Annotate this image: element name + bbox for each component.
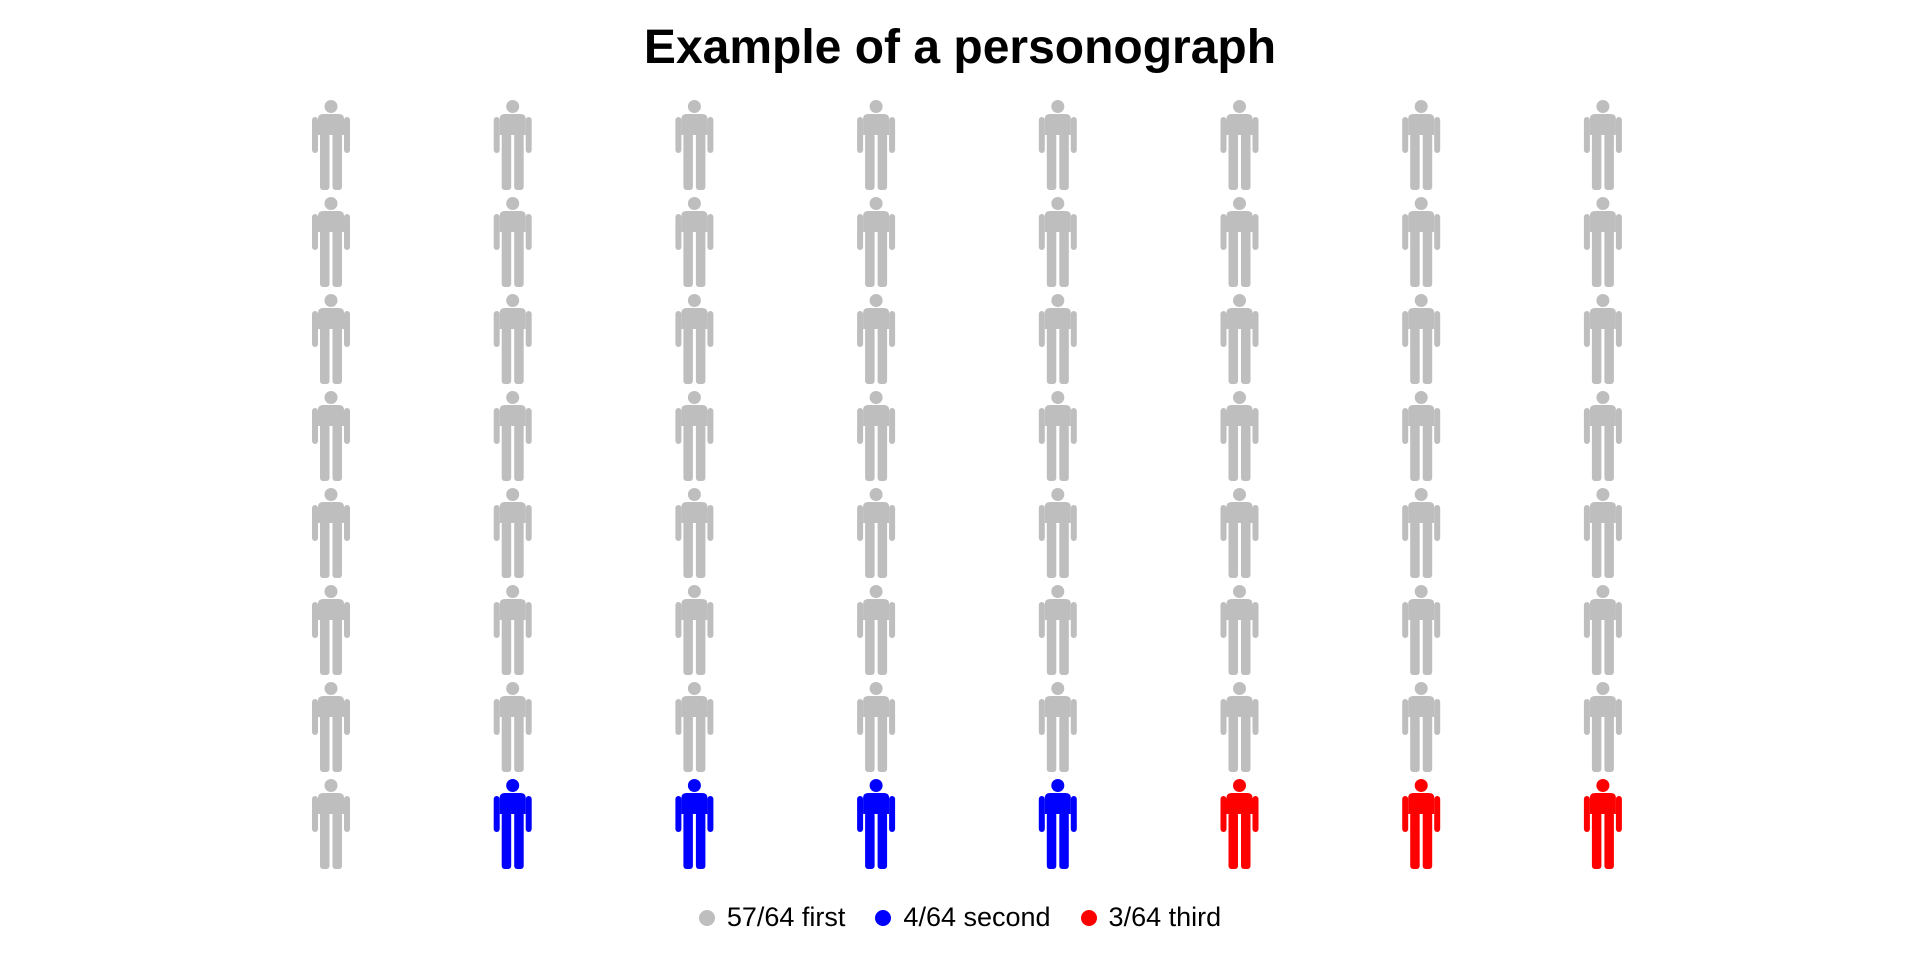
person-icon <box>1220 100 1259 190</box>
legend-label-third: 3/64 third <box>1108 902 1222 932</box>
person-icon <box>312 294 350 384</box>
person-icon <box>1402 779 1441 869</box>
person-icon <box>1402 100 1441 190</box>
legend-marker-first <box>698 909 715 926</box>
person-icon <box>1583 779 1622 869</box>
person-icon <box>1402 585 1441 675</box>
person-icon <box>1583 391 1622 481</box>
person-icon <box>493 779 532 869</box>
person-icon <box>857 391 896 481</box>
person-icon <box>1402 391 1441 481</box>
person-icon <box>312 197 350 287</box>
person-icon <box>493 197 532 287</box>
person-icon <box>312 391 350 481</box>
person-icon <box>1220 779 1259 869</box>
person-icon <box>493 100 532 190</box>
person-icon <box>1038 100 1077 190</box>
person-icon <box>675 100 714 190</box>
legend-marker-third <box>1080 909 1097 926</box>
person-icon <box>1038 682 1077 772</box>
person-icon <box>675 391 714 481</box>
legend: 57/64 first 4/64 second 3/64 third <box>0 902 1920 933</box>
person-icon <box>1038 585 1077 675</box>
person-icon <box>857 100 896 190</box>
person-icon <box>493 391 532 481</box>
person-icon <box>1583 100 1622 190</box>
person-icon <box>1038 197 1077 287</box>
person-icon <box>312 100 350 190</box>
person-icon <box>857 197 896 287</box>
person-icon <box>493 682 532 772</box>
person-icon <box>1402 682 1441 772</box>
person-icon <box>675 779 714 869</box>
person-icon <box>1038 488 1077 578</box>
person-icon <box>675 294 714 384</box>
person-icon <box>312 682 350 772</box>
person-icon <box>1220 488 1259 578</box>
person-icon <box>675 197 714 287</box>
person-icon <box>1583 197 1622 287</box>
person-icon <box>312 585 350 675</box>
person-icon <box>493 488 532 578</box>
legend-item-first: 57/64 first <box>698 902 846 933</box>
legend-marker-second <box>875 909 892 926</box>
person-icon <box>312 779 350 869</box>
legend-item-third: 3/64 third <box>1080 902 1222 933</box>
person-icon <box>857 682 896 772</box>
person-icon <box>675 585 714 675</box>
chart-title: Example of a personograph <box>643 21 1277 74</box>
person-icon <box>1038 294 1077 384</box>
person-icon <box>1583 294 1622 384</box>
legend-item-second: 4/64 second <box>875 902 1051 933</box>
person-icon <box>493 294 532 384</box>
person-icon <box>1220 391 1259 481</box>
person-icon <box>493 585 532 675</box>
legend-label-second: 4/64 second <box>903 902 1051 932</box>
person-icon <box>1220 197 1259 287</box>
person-icon <box>1583 585 1622 675</box>
person-icon <box>1583 488 1622 578</box>
person-icon <box>1583 682 1622 772</box>
person-icon <box>675 488 714 578</box>
person-icon <box>1402 488 1441 578</box>
person-icon <box>1220 294 1259 384</box>
person-icon <box>312 488 350 578</box>
person-icon <box>1038 391 1077 481</box>
person-icon <box>857 779 896 869</box>
person-icon <box>1038 779 1077 869</box>
person-icon <box>675 682 714 772</box>
person-icon <box>857 294 896 384</box>
person-icon <box>857 488 896 578</box>
person-icon <box>1402 197 1441 287</box>
person-icon <box>1220 682 1259 772</box>
person-icon <box>857 585 896 675</box>
legend-label-first: 57/64 first <box>726 902 846 932</box>
person-icon <box>1402 294 1441 384</box>
person-icon <box>1220 585 1259 675</box>
